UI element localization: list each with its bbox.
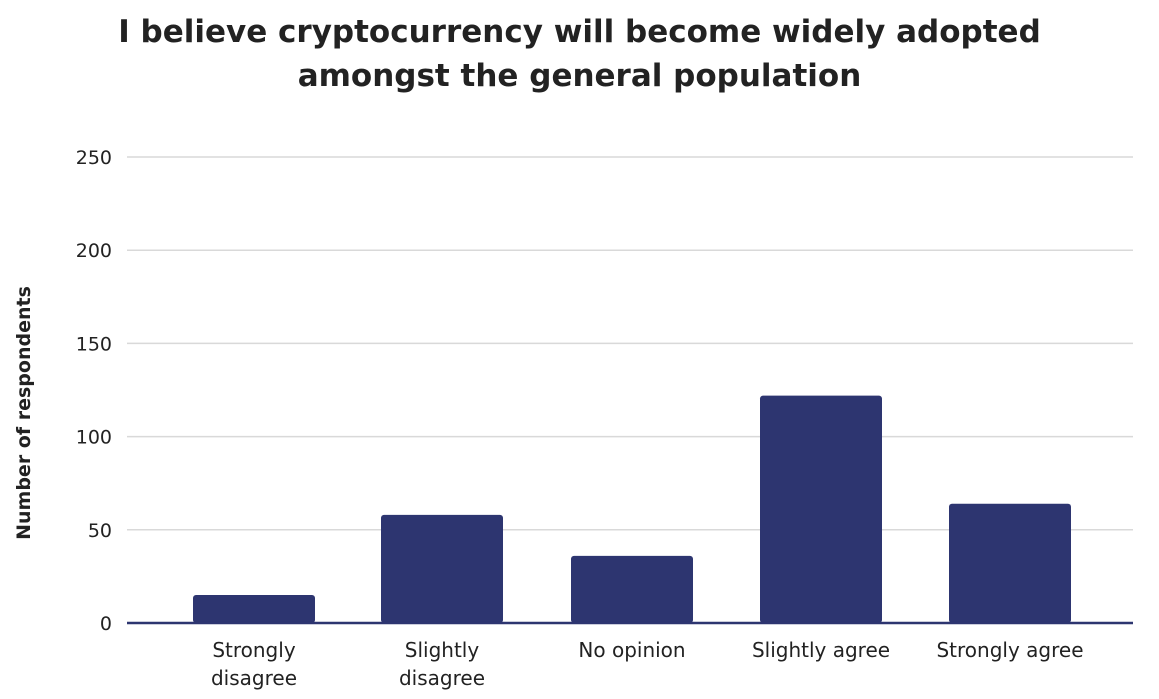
- bar: [571, 555, 693, 623]
- y-axis-label: Number of respondents: [13, 286, 35, 540]
- y-tick-label: 50: [88, 520, 112, 542]
- chart-title-line-1: I believe cryptocurrency will become wid…: [118, 14, 1041, 50]
- bar: [760, 395, 882, 623]
- x-tick-label: Strongly disagree: [211, 638, 297, 690]
- y-tick-label: 0: [100, 613, 112, 635]
- x-tick-label: No opinion: [578, 638, 685, 662]
- bar: [949, 503, 1071, 623]
- gridlines: [127, 156, 1133, 531]
- x-tick-label: Slightly agree: [752, 638, 890, 662]
- bars: [193, 395, 1071, 623]
- bar: [193, 595, 315, 623]
- chart-title: I believe cryptocurrency will become wid…: [0, 10, 1159, 98]
- y-tick-label: 200: [76, 240, 112, 262]
- bar: [381, 514, 503, 623]
- x-tick-label: Strongly agree: [936, 638, 1083, 662]
- x-tick-labels: Strongly disagree Slightly disagree No opini…: [211, 638, 1084, 690]
- y-tick-label: 250: [76, 147, 112, 169]
- y-tick-labels: 0 50 100 150 200 250: [76, 147, 112, 635]
- chart-title-line-2: amongst the general population: [297, 58, 862, 94]
- y-tick-label: 100: [76, 427, 112, 449]
- x-tick-label: Slightly disagree: [399, 638, 485, 690]
- y-tick-label: 150: [76, 333, 112, 355]
